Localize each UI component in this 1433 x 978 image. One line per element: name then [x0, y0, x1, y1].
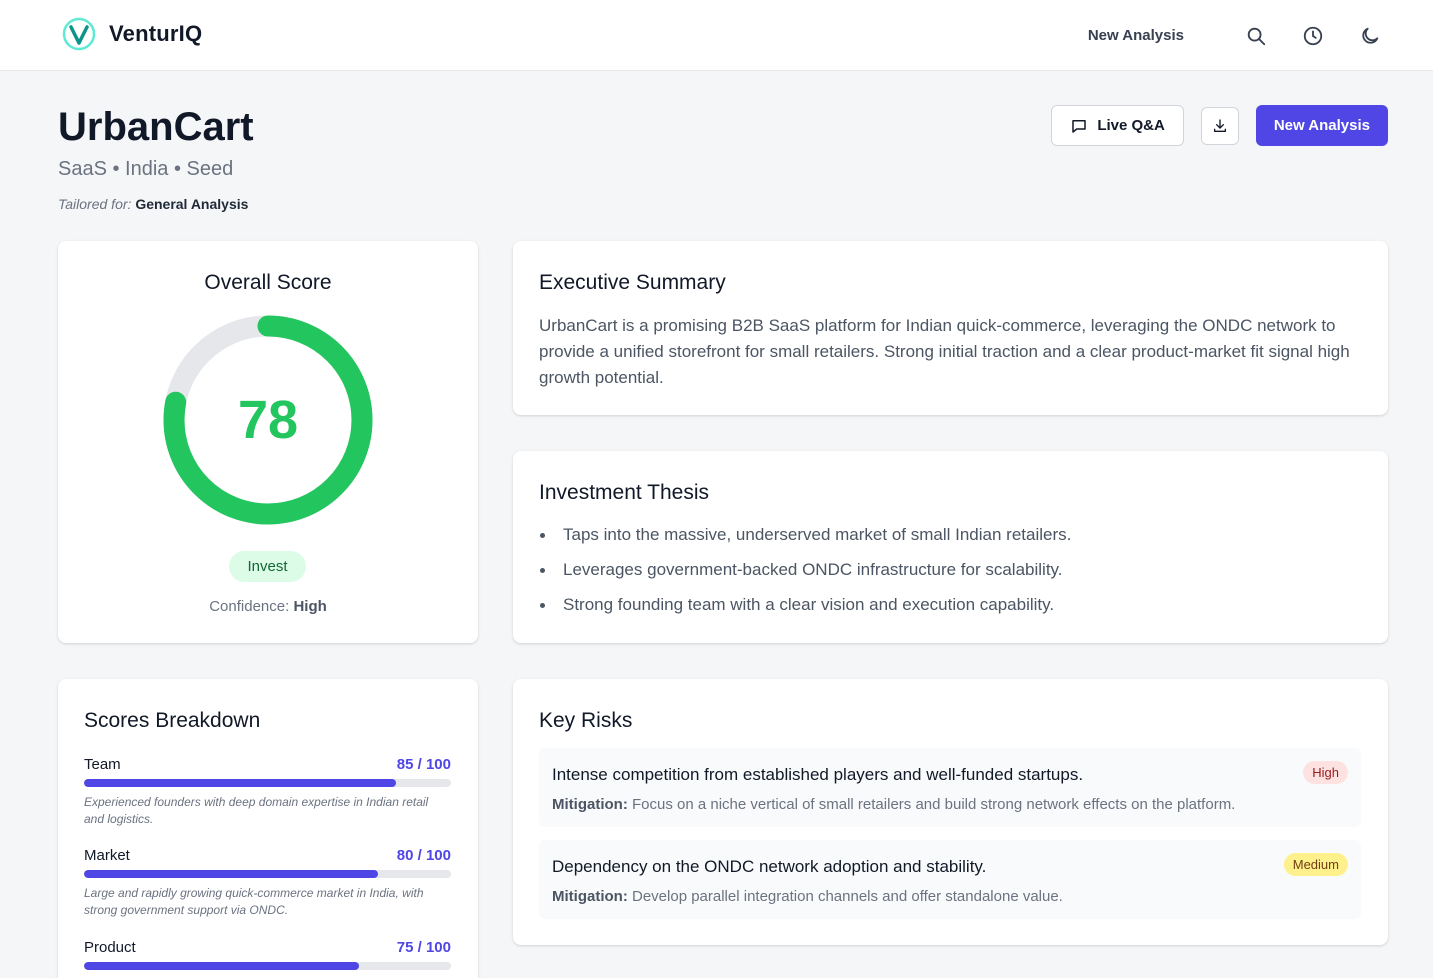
- confidence-value: High: [293, 598, 327, 615]
- history-clock-icon[interactable]: [1302, 25, 1324, 47]
- brand[interactable]: VenturIQ: [62, 17, 202, 51]
- thesis-point: Taps into the massive, underserved marke…: [539, 523, 1071, 558]
- severity-badge-high: High: [1303, 761, 1348, 784]
- executive-summary-card: Executive Summary UrbanCart is a promisi…: [513, 241, 1388, 415]
- score-description: Large and rapidly growing quick-commerce…: [84, 886, 424, 917]
- score-gauge: [163, 315, 373, 525]
- risk-mitigation: Mitigation: Develop parallel integration…: [552, 888, 1063, 905]
- thesis-point: Strong founding team with a clear vision…: [539, 593, 1071, 628]
- risk-item: Dependency on the ONDC network adoption …: [539, 840, 1361, 919]
- risk-mitigation: Mitigation: Focus on a niche vertical of…: [552, 796, 1235, 813]
- key-risks-title: Key Risks: [539, 709, 633, 732]
- score-label: Product: [84, 939, 136, 956]
- download-icon: [1213, 118, 1226, 132]
- top-navbar: VenturIQ New Analysis: [0, 0, 1433, 71]
- header-actions: Live Q&A New Analysis: [1051, 105, 1388, 146]
- company-meta: SaaS • India • Seed: [58, 158, 234, 180]
- score-label: Team: [84, 756, 121, 773]
- score-description: Experienced founders with deep domain ex…: [84, 795, 429, 826]
- mitigation-label: Mitigation:: [552, 888, 628, 905]
- tailored-for: Tailored for: General Analysis: [58, 196, 248, 212]
- score-gauge-arc: [163, 315, 373, 525]
- live-qa-button[interactable]: Live Q&A: [1051, 105, 1184, 146]
- live-qa-label: Live Q&A: [1097, 117, 1165, 134]
- mitigation-text: Focus on a niche vertical of small retai…: [632, 796, 1236, 813]
- score-row: Market 80 / 100: [84, 847, 451, 864]
- chat-icon: [1072, 119, 1087, 133]
- overall-score-card: Overall Score 78 Invest Confidence: High: [58, 241, 478, 643]
- score-value: 80 / 100: [396, 847, 451, 864]
- score-label: Market: [84, 847, 130, 864]
- risk-title: Intense competition from established pla…: [552, 765, 1084, 784]
- risk-title: Dependency on the ONDC network adoption …: [552, 857, 987, 876]
- nav-actions: New Analysis: [1088, 0, 1381, 71]
- investment-thesis-card: Investment Thesis Taps into the massive,…: [513, 451, 1388, 643]
- score-row: Team 85 / 100: [84, 756, 451, 773]
- thesis-point: Leverages government-backed ONDC infrast…: [539, 558, 1071, 593]
- score-bar-fill: [84, 870, 378, 878]
- moon-icon[interactable]: [1359, 25, 1381, 47]
- score-bar-fill: [84, 962, 360, 970]
- score-value: 75 / 100: [396, 939, 451, 956]
- score-item-market: Market 80 / 100 Large and rapidly growin…: [84, 847, 451, 919]
- investment-thesis-title: Investment Thesis: [539, 481, 710, 504]
- tailored-value: General Analysis: [135, 196, 249, 212]
- score-item-product: Product 75 / 100: [84, 939, 451, 970]
- score-value: 85 / 100: [396, 756, 451, 773]
- score-item-team: Team 85 / 100 Experienced founders with …: [84, 756, 451, 828]
- score-bar: [84, 962, 451, 970]
- scores-breakdown-title: Scores Breakdown: [84, 709, 261, 732]
- scores-breakdown-card: Scores Breakdown Team 85 / 100 Experienc…: [58, 679, 478, 978]
- executive-summary-title: Executive Summary: [539, 271, 726, 294]
- company-title: UrbanCart: [58, 105, 254, 149]
- score-bar: [84, 870, 451, 878]
- key-risks-card: Key Risks Intense competition from estab…: [513, 679, 1388, 945]
- nav-new-analysis-link[interactable]: New Analysis: [1087, 27, 1184, 44]
- severity-badge-medium: Medium: [1283, 853, 1348, 876]
- score-bar-fill: [84, 779, 396, 787]
- mitigation-text: Develop parallel integration channels an…: [632, 888, 1063, 905]
- risk-item: Intense competition from established pla…: [539, 748, 1361, 827]
- confidence-text: Confidence: High: [58, 598, 478, 615]
- verdict-badge: Invest: [229, 551, 306, 582]
- tailored-prefix: Tailored for:: [58, 196, 132, 212]
- new-analysis-button[interactable]: New Analysis: [1255, 105, 1388, 146]
- overall-score-value: 78: [237, 390, 299, 450]
- confidence-label: Confidence:: [209, 598, 290, 615]
- score-bar: [84, 779, 451, 787]
- search-icon[interactable]: [1245, 25, 1267, 47]
- mitigation-label: Mitigation:: [552, 796, 628, 813]
- download-button[interactable]: [1200, 106, 1239, 145]
- executive-summary-text: UrbanCart is a promising B2B SaaS platfo…: [539, 316, 1350, 387]
- logo-v-icon: [62, 17, 96, 51]
- thesis-list: Taps into the massive, underserved marke…: [539, 523, 1071, 628]
- overall-score-title: Overall Score: [204, 271, 332, 294]
- brand-name: VenturIQ: [109, 21, 203, 46]
- score-row: Product 75 / 100: [84, 939, 451, 956]
